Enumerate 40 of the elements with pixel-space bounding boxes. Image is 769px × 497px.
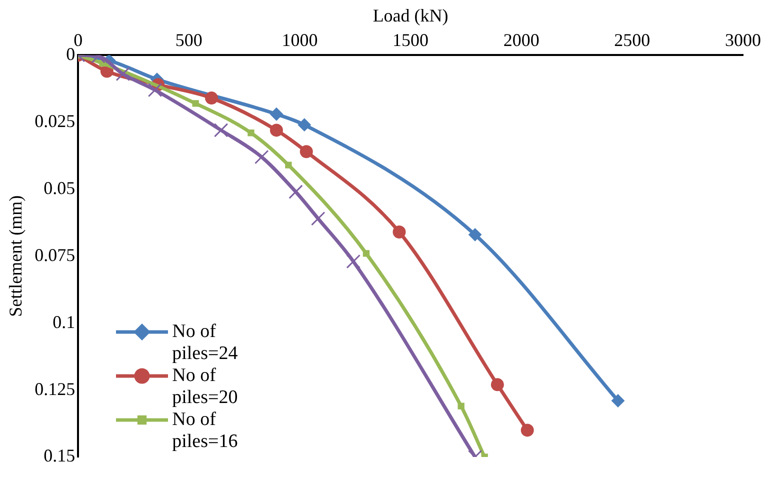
- y-tick-label: 0.075: [34, 244, 76, 265]
- point: [468, 228, 482, 242]
- legend-label: No of piles=24: [172, 321, 239, 365]
- y-axis-title: Settlement (mm): [6, 195, 26, 317]
- point: [520, 424, 534, 437]
- y-tick-label: 0.05: [44, 178, 76, 198]
- legend-label: No of piles=20: [172, 365, 239, 409]
- point: [392, 225, 406, 238]
- point: [362, 250, 370, 257]
- point: [300, 145, 313, 158]
- point: [116, 66, 130, 82]
- point: [346, 254, 360, 269]
- point: [192, 100, 199, 107]
- x-tick-label: 1000: [282, 30, 318, 50]
- y-tick-label: 0.125: [34, 378, 76, 399]
- y-tick-label: 0.1: [52, 312, 76, 332]
- point: [311, 211, 326, 226]
- legend-label: No of piles=16: [172, 409, 239, 453]
- point: [612, 394, 624, 408]
- point: [148, 82, 162, 98]
- point: [214, 123, 228, 138]
- x-tick-label: 2500: [614, 30, 650, 50]
- point: [458, 402, 464, 410]
- point: [270, 108, 283, 121]
- y-tick-label: 0.15: [44, 446, 76, 466]
- point: [205, 92, 218, 105]
- point: [298, 118, 311, 132]
- x-axis-title: Load (kN): [372, 6, 448, 26]
- y-tick-label: 0: [66, 44, 76, 64]
- point: [270, 124, 283, 137]
- point: [490, 378, 504, 392]
- x-tick-label: 2000: [503, 30, 540, 50]
- x-tick-label: 500: [175, 30, 202, 50]
- point: [254, 150, 269, 164]
- x-tick-label: 3000: [725, 30, 761, 50]
- point: [288, 184, 303, 199]
- point: [285, 162, 292, 168]
- point: [248, 130, 254, 136]
- x-tick-label: 1500: [392, 30, 429, 50]
- y-tick-label: 0.025: [34, 110, 76, 131]
